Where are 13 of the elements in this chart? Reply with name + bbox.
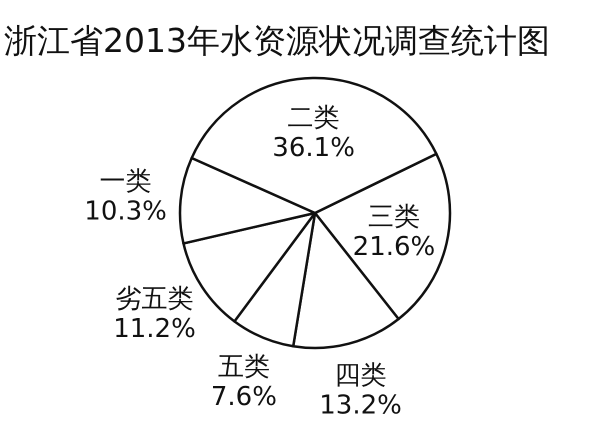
data-label: 36.1% (272, 133, 355, 164)
data-label: 13.2% (319, 390, 402, 420)
data-label: 7.6% (210, 382, 277, 412)
data-label: 11.2% (113, 314, 196, 344)
slice-label: 三类 (368, 202, 420, 232)
slice-label: 二类 (288, 103, 340, 134)
data-label: 10.3% (84, 196, 167, 227)
slice-label: 一类 (100, 166, 152, 197)
data-label: 21.6% (352, 232, 436, 262)
chart-title: 浙江省2013年水资源状况调查统计图 (4, 21, 550, 60)
slice-label: 四类 (334, 360, 387, 390)
slice-label: 五类 (218, 352, 270, 382)
slice-label: 劣五类 (116, 284, 194, 314)
